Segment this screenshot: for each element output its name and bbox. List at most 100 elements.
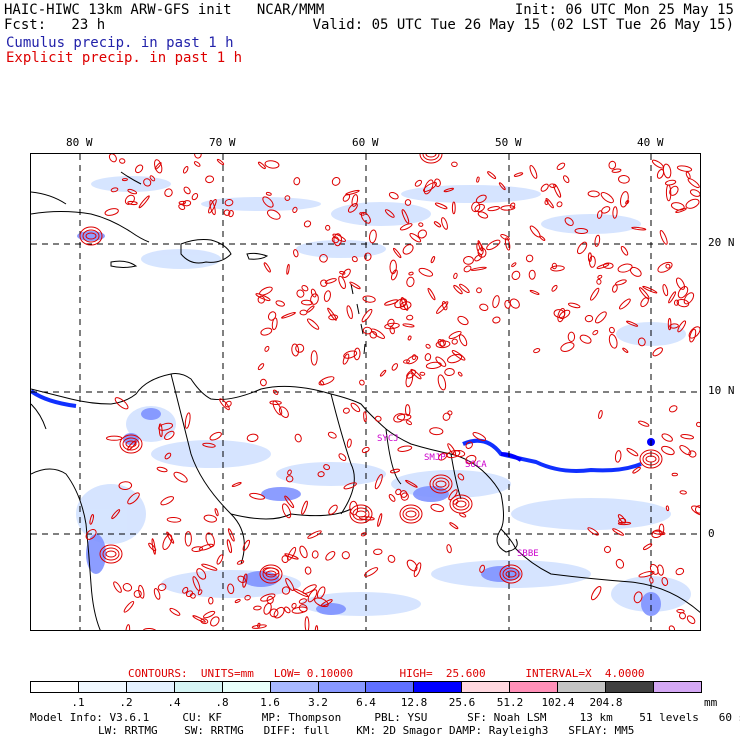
colorbar-tick-label: .2 [119,696,133,709]
explicit-precip-cell [406,559,418,572]
explicit-precip-cell [424,353,432,362]
explicit-precip-cell [608,326,615,334]
explicit-precip-cell [661,576,669,587]
explicit-precip-cell [374,415,382,422]
explicit-precip-cell [618,298,631,310]
explicit-precip-cell [388,191,399,200]
explicit-precip-cell [390,269,398,281]
explicit-precip-cell [642,543,653,551]
explicit-precip-cell [679,612,686,620]
explicit-precip-cell [191,546,203,552]
explicit-precip-core [499,564,523,584]
legend-cumulus: Cumulus precip. in past 1 h [6,35,234,51]
explicit-precip-cell [301,500,308,515]
lon-label-60w: 60 W [352,136,379,149]
explicit-precip-cell [401,209,410,224]
explicit-precip-cell [434,178,441,187]
explicit-precip-cell [284,195,291,201]
explicit-precip-cell [439,339,446,347]
explicit-precip-core [502,567,520,581]
explicit-precip-cell [612,206,618,219]
lat-label-20n: 20 N [708,236,735,249]
explicit-precip-cell [590,585,602,601]
explicit-precip-cell [391,363,399,371]
explicit-precip-cell [127,492,140,505]
explicit-precip-cell [679,445,692,456]
explicit-precip-cell [127,188,138,195]
explicit-precip-cell [509,298,520,309]
explicit-precip-cell [435,340,451,349]
explicit-precip-cell [406,355,419,365]
explicit-precip-cell [652,347,663,357]
cumulus-precip-layer [31,176,691,616]
explicit-precip-cell [492,295,500,309]
explicit-precip-cell [197,589,203,596]
map-canvas: SYCJ SMJP SOCA SBBE [31,154,700,630]
explicit-precip-cell [405,479,418,488]
colorbar-segment [78,682,127,692]
explicit-precip-cell [540,183,549,192]
explicit-precip-cell [264,160,280,169]
colorbar-tick-label: .8 [215,696,229,709]
explicit-precip-cell [184,531,192,547]
explicit-precip-core [82,229,100,243]
explicit-precip-cell [342,353,350,365]
explicit-precip-cell [560,342,575,352]
station-soca: SOCA [465,460,487,470]
explicit-precip-cell [638,420,650,427]
explicit-precip-cell [359,379,365,386]
explicit-precip-cell [104,208,119,216]
explicit-precip-cell [622,347,629,353]
explicit-precip-cell [685,198,700,209]
explicit-precip-cell [529,164,538,179]
explicit-precip-cell [626,447,639,457]
explicit-precip-cell [223,209,231,216]
explicit-precip-cell [257,161,266,170]
explicit-precip-cell [588,255,596,268]
explicit-precip-cell [393,247,402,259]
explicit-precip-cell [453,272,458,280]
explicit-precip-cell [637,337,646,347]
explicit-precip-cell [122,583,133,592]
explicit-precip-cell [299,309,308,316]
explicit-precip-cell [590,287,600,301]
explicit-precip-cell [657,261,673,273]
explicit-precip-cell [314,597,329,608]
explicit-precip-cell [296,289,305,298]
explicit-precip-cell [662,284,669,297]
explicit-precip-cell [341,551,350,560]
explicit-precip-cell [448,330,462,340]
explicit-precip-cell [411,354,417,360]
explicit-precip-cell [418,222,424,227]
explicit-precip-core [99,544,123,564]
explicit-precip-cell [293,249,299,258]
explicit-precip-cell [361,446,370,454]
explicit-precip-core [262,567,280,581]
explicit-precip-cell [156,466,168,473]
explicit-precip-cell [665,505,670,512]
explicit-precip-cell [183,186,191,195]
explicit-precip-cell [324,278,337,284]
explicit-precip-cell [441,217,448,230]
explicit-precip-cell [457,315,469,326]
explicit-precip-cell [673,299,680,306]
explicit-precip-cell [465,441,473,449]
explicit-precip-cell [242,539,251,552]
explicit-precip-cell [477,240,483,252]
explicit-precip-cell [387,318,395,327]
explicit-precip-cell [399,298,407,308]
explicit-precip-cell [121,178,128,182]
explicit-precip-cell [388,493,396,502]
explicit-precip-cell [668,291,677,304]
explicit-precip-contours [79,154,700,630]
precip-colorbar [30,681,702,693]
colorbar-tick-label: 51.2 [496,696,524,709]
explicit-precip-cell [477,211,489,219]
explicit-precip-cell [285,577,295,592]
explicit-precip-cell [474,203,485,213]
explicit-precip-cell [234,598,241,604]
explicit-precip-cell [216,554,224,565]
explicit-precip-cell [671,472,678,477]
explicit-precip-core [125,440,137,448]
explicit-precip-cell [328,504,338,515]
